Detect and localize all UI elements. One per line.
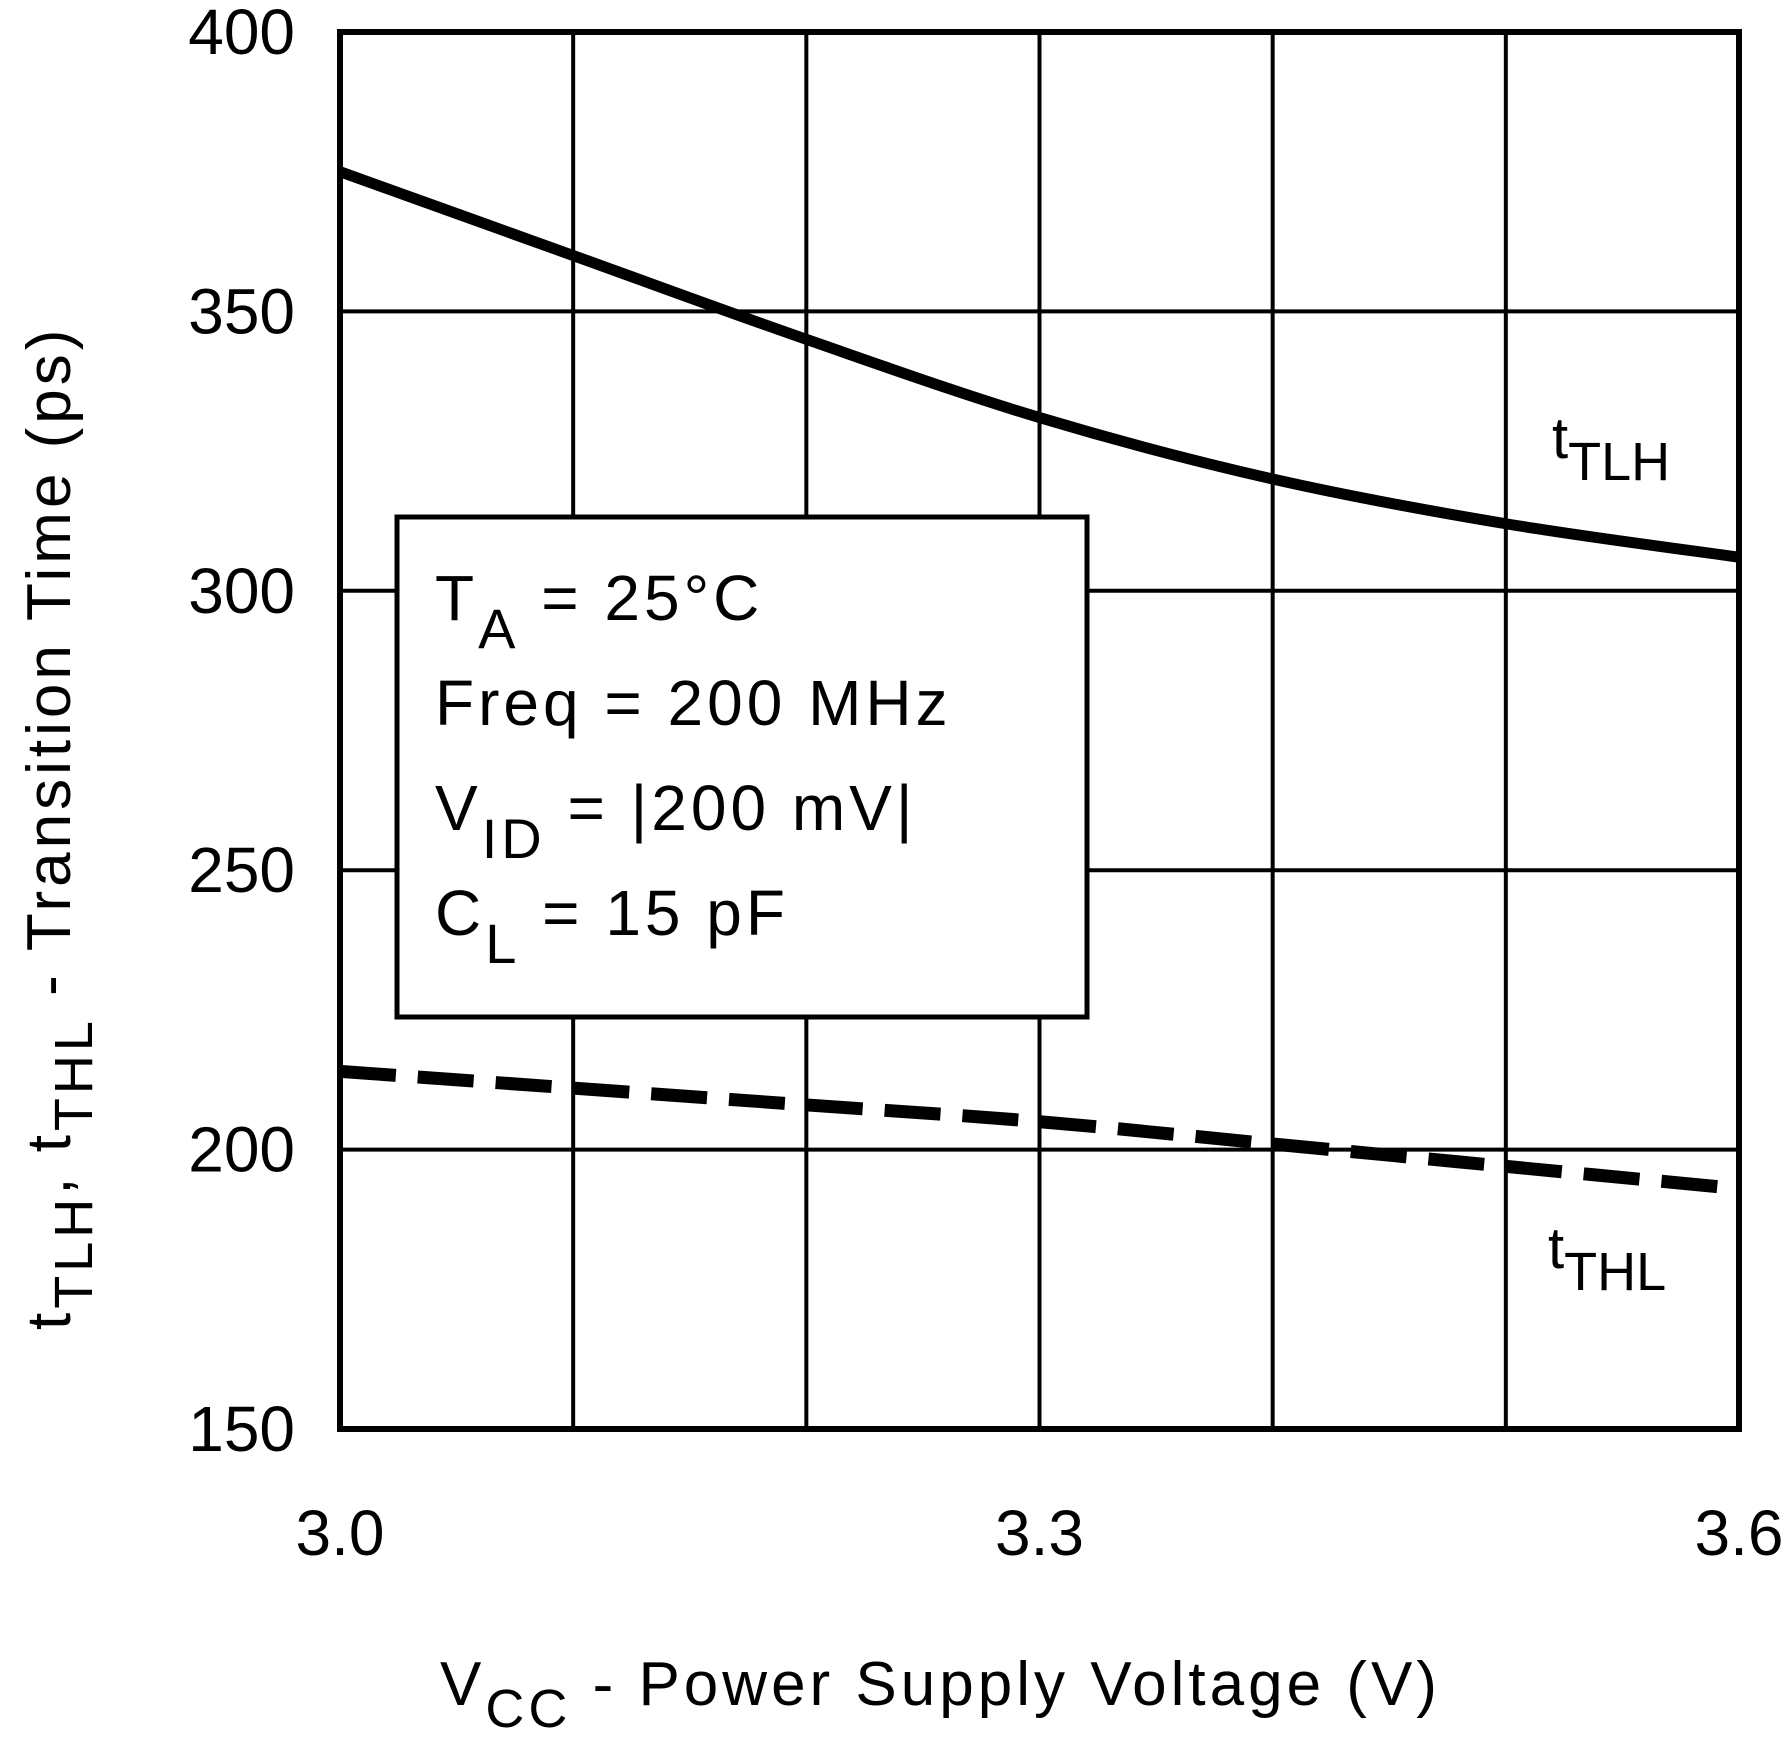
x-tick-label: 3.0 [296,1497,385,1569]
y-tick-label: 250 [188,834,295,906]
y-tick-label: 300 [188,555,295,627]
series-line-tlh [338,166,1740,563]
condition-line: TA = 25°C [435,562,763,660]
plot-frame [337,29,1742,1432]
x-tick-label: 3.6 [1695,1497,1784,1569]
y-tick-label: 200 [188,1114,295,1186]
condition-line: CL = 15 pF [435,877,789,975]
conditions-box [394,514,1090,1020]
series-label-ttlh: tTLH [1552,406,1670,492]
y-tick-labels: 150 200 250 300 350 400 [188,0,295,1465]
series-label-tthl: tTHL [1548,1216,1666,1302]
condition-line: VID = |200 mV| [435,772,916,870]
x-axis-label: VCC - Power Supply Voltage (V) [440,1650,1441,1737]
y-tick-label: 400 [188,0,295,68]
series-group [338,166,1740,1196]
x-tick-label: 3.3 [995,1497,1084,1569]
y-tick-label: 150 [188,1393,295,1465]
condition-line: Freq = 200 MHz [435,667,952,739]
x-tick-labels: 3.0 3.3 3.6 [296,1497,1784,1569]
y-tick-label: 350 [188,275,295,347]
y-axis-label: tTLH, tTHL - Transition Time (ps) [15,326,104,1330]
